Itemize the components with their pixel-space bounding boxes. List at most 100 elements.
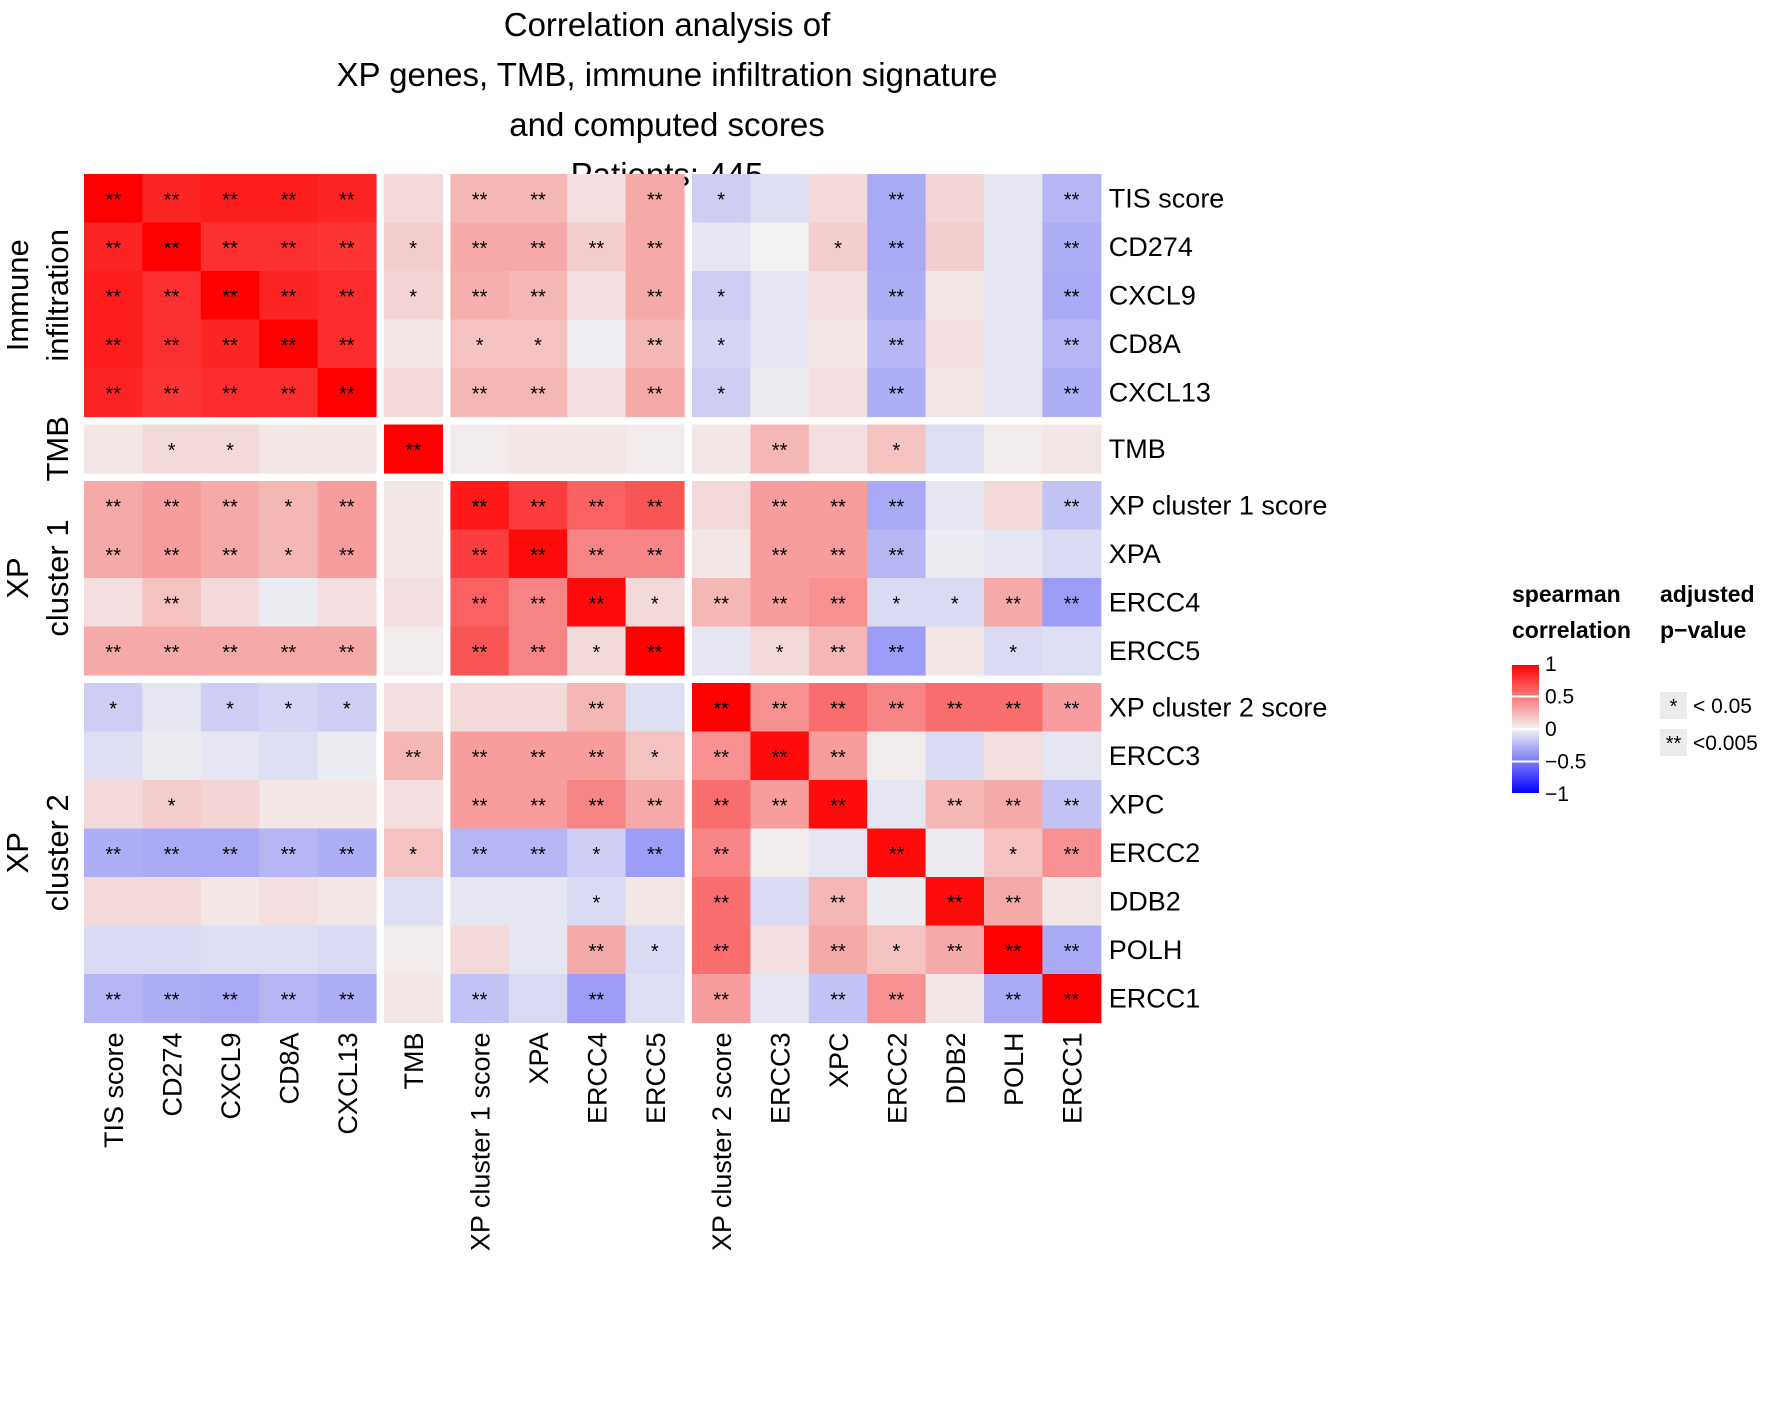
row-label: TMB [1109,434,1166,464]
cell-xp-cluster-1-score-x-ercc4 [567,481,627,531]
chart-title: Correlation analysis of XP genes, TMB, i… [200,0,1134,200]
cell-xp-cluster-1-score-x-tmb [384,481,443,531]
cell-ercc4-x-ercc5 [625,578,685,628]
significance-legend-key [1660,729,1687,756]
cell-cxcl9-x-cd274 [142,271,202,321]
cell-xpa-x-xpc [808,529,868,579]
cell-xpc-x-cd274 [142,780,202,830]
significance-legend-title: p−value [1660,617,1746,643]
significance-mark: ** [830,989,846,1011]
column-label: XP cluster 1 score [466,1033,496,1252]
cell-tmb-x-cxcl9 [200,424,260,474]
cell-polh-x-cxcl9 [200,925,260,975]
cell-tis-score-x-ercc2 [867,174,927,224]
cell-ercc5-x-ercc1 [1042,626,1102,676]
significance-mark: ** [889,698,905,720]
significance-mark: * [226,698,234,720]
significance-mark: * [593,642,601,664]
significance-mark: ** [105,545,121,567]
cell-xp-cluster-1-score-x-xp-cluster-1-score [450,481,510,531]
significance-mark: ** [222,844,238,866]
row-label: CXCL13 [1109,377,1211,407]
significance-mark: ** [647,238,663,260]
cell-ercc2-x-tis-score [84,828,143,878]
significance-mark: * [651,747,659,769]
cell-cd274-x-xp-cluster-1-score [450,222,510,272]
cell-xp-cluster-1-score-x-xp-cluster-2-score [692,481,751,531]
cell-polh-x-xp-cluster-1-score [450,925,510,975]
cell-cd8a-x-tis-score [84,319,143,369]
cell-cxcl13-x-ercc1 [1042,368,1102,418]
column-label: ERCC4 [582,1033,612,1125]
cell-ercc3-x-ercc1 [1042,731,1102,781]
cell-cxcl9-x-ercc4 [567,271,627,321]
cell-ercc5-x-ercc3 [750,626,810,676]
cell-tmb-x-cd8a [259,424,319,474]
significance-mark: * [893,440,901,462]
significance-mark: ** [405,747,421,769]
row-label: XPA [1109,539,1161,569]
significance-mark: * [285,698,293,720]
cell-cxcl9-x-ercc3 [750,271,810,321]
cell-cd274-x-ddb2 [925,222,985,272]
significance-mark: ** [105,844,121,866]
significance-mark: * [476,335,484,357]
significance-mark: ** [281,189,297,211]
cell-xpc-x-ercc3 [750,780,810,830]
cell-xp-cluster-1-score-x-ercc3 [750,481,810,531]
significance-mark: ** [281,989,297,1011]
cell-cxcl9-x-ddb2 [925,271,985,321]
cell-ercc1-x-cxcl13 [317,974,377,1024]
column-label: TMB [399,1033,429,1090]
column-label: CD274 [158,1033,188,1117]
cell-cxcl9-x-xpc [808,271,868,321]
cell-cxcl13-x-cxcl9 [200,368,260,418]
cell-cxcl13-x-xpa [508,368,568,418]
cell-ercc1-x-xpc [808,974,868,1024]
cell-tmb-x-ercc3 [750,424,810,474]
cell-ercc5-x-polh [984,626,1043,676]
cell-tis-score-x-cxcl9 [200,174,260,224]
significance-mark: ** [647,335,663,357]
cell-polh-x-ercc3 [750,925,810,975]
cell-polh-x-polh [984,925,1043,975]
row-group-label: cluster 2 [40,794,75,911]
significance-mark: ** [647,189,663,211]
cell-cxcl9-x-tmb [384,271,443,321]
significance-mark: ** [281,844,297,866]
cell-ercc3-x-xpa [508,731,568,781]
cell-ddb2-x-ercc2 [867,877,927,927]
cell-xpc-x-cxcl13 [317,780,377,830]
cell-cd8a-x-xp-cluster-2-score [692,319,751,369]
significance-mark: ** [339,844,355,866]
cell-ercc3-x-ddb2 [925,731,985,781]
cell-ddb2-x-ercc3 [750,877,810,927]
significance-mark: ** [589,698,605,720]
cell-cxcl13-x-xp-cluster-1-score [450,368,510,418]
row-label: POLH [1109,935,1183,965]
significance-mark: ** [472,593,488,615]
significance-mark: ** [339,335,355,357]
cell-ddb2-x-ercc4 [567,877,627,927]
cell-cxcl13-x-cd274 [142,368,202,418]
significance-mark: * [343,698,351,720]
cell-ddb2-x-ercc1 [1042,877,1102,927]
cell-xpc-x-tmb [384,780,443,830]
significance-mark: * [534,335,542,357]
column-label: TIS score [99,1033,129,1149]
significance-mark: * [226,440,234,462]
cell-xpa-x-tis-score [84,529,143,579]
cell-ercc1-x-cxcl9 [200,974,260,1024]
cell-ercc2-x-cxcl9 [200,828,260,878]
row-group-label: XP [0,832,35,873]
cell-xpc-x-xpc [808,780,868,830]
cell-ercc2-x-xp-cluster-2-score [692,828,751,878]
cell-cd8a-x-ddb2 [925,319,985,369]
cell-cxcl9-x-tis-score [84,271,143,321]
significance-mark: ** [830,496,846,518]
significance-mark: ** [530,844,546,866]
significance-mark: ** [589,795,605,817]
cell-cxcl9-x-xpa [508,271,568,321]
cell-ercc3-x-cd8a [259,731,319,781]
